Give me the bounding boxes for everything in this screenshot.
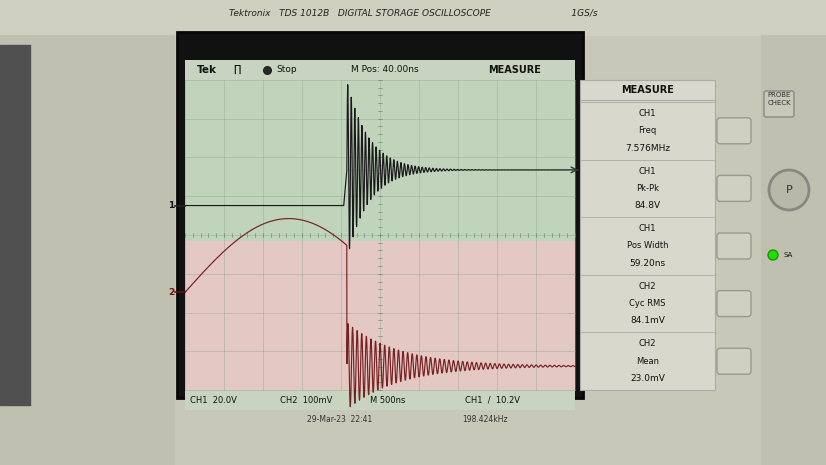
Bar bbox=[185, 390, 575, 410]
Bar bbox=[185, 241, 575, 390]
Text: CH2  100mV: CH2 100mV bbox=[280, 396, 332, 405]
Text: CH1  /  10.2V: CH1 / 10.2V bbox=[465, 396, 520, 405]
Bar bbox=[761, 35, 826, 465]
Text: Pk-Pk: Pk-Pk bbox=[636, 184, 659, 193]
Text: 59.20ns: 59.20ns bbox=[629, 259, 666, 268]
Text: CH1: CH1 bbox=[638, 109, 656, 118]
Circle shape bbox=[768, 250, 778, 260]
FancyBboxPatch shape bbox=[717, 175, 751, 201]
FancyBboxPatch shape bbox=[764, 91, 794, 117]
Text: 2: 2 bbox=[168, 288, 174, 297]
Text: CH2: CH2 bbox=[638, 339, 656, 348]
Bar bbox=[580, 80, 715, 390]
Circle shape bbox=[769, 170, 809, 210]
Text: CH2: CH2 bbox=[638, 282, 656, 291]
Text: CHECK: CHECK bbox=[767, 100, 790, 106]
Text: 7.576MHz: 7.576MHz bbox=[625, 144, 670, 153]
Text: P: P bbox=[786, 185, 792, 195]
FancyBboxPatch shape bbox=[717, 348, 751, 374]
Text: M 500ns: M 500ns bbox=[370, 396, 406, 405]
FancyBboxPatch shape bbox=[0, 10, 826, 465]
Text: 84.8V: 84.8V bbox=[634, 201, 661, 210]
Text: SA: SA bbox=[783, 252, 792, 258]
Text: Mean: Mean bbox=[636, 357, 659, 365]
Text: ∏: ∏ bbox=[233, 64, 240, 74]
Text: CH1: CH1 bbox=[638, 166, 656, 176]
Text: CH1  20.0V: CH1 20.0V bbox=[190, 396, 237, 405]
Bar bbox=[185, 60, 575, 80]
Text: Tek: Tek bbox=[197, 65, 217, 75]
FancyBboxPatch shape bbox=[717, 233, 751, 259]
Text: Cyc RMS: Cyc RMS bbox=[629, 299, 666, 308]
FancyBboxPatch shape bbox=[717, 118, 751, 144]
Text: Tektronix   TDS 1012B   DIGITAL STORAGE OSCILLOSCOPE                            : Tektronix TDS 1012B DIGITAL STORAGE OSCI… bbox=[229, 8, 597, 18]
Bar bbox=[177, 32, 583, 398]
Text: PROBE: PROBE bbox=[767, 92, 790, 98]
Text: Freq: Freq bbox=[638, 126, 657, 135]
Bar bbox=[185, 80, 575, 241]
Text: 1: 1 bbox=[168, 201, 174, 210]
Text: M Pos: 40.00ns: M Pos: 40.00ns bbox=[351, 66, 419, 74]
Text: MEASURE: MEASURE bbox=[488, 65, 541, 75]
FancyBboxPatch shape bbox=[717, 291, 751, 317]
Text: CH1: CH1 bbox=[638, 224, 656, 233]
Text: MEASURE: MEASURE bbox=[621, 85, 674, 95]
Text: Pos Width: Pos Width bbox=[627, 241, 668, 251]
Text: 23.0mV: 23.0mV bbox=[630, 374, 665, 383]
Text: 84.1mV: 84.1mV bbox=[630, 316, 665, 326]
Text: 198.424kHz: 198.424kHz bbox=[463, 414, 508, 424]
Bar bbox=[0, 35, 175, 465]
Text: Stop: Stop bbox=[276, 66, 297, 74]
Text: 29-Mar-23  22:41: 29-Mar-23 22:41 bbox=[307, 414, 373, 424]
